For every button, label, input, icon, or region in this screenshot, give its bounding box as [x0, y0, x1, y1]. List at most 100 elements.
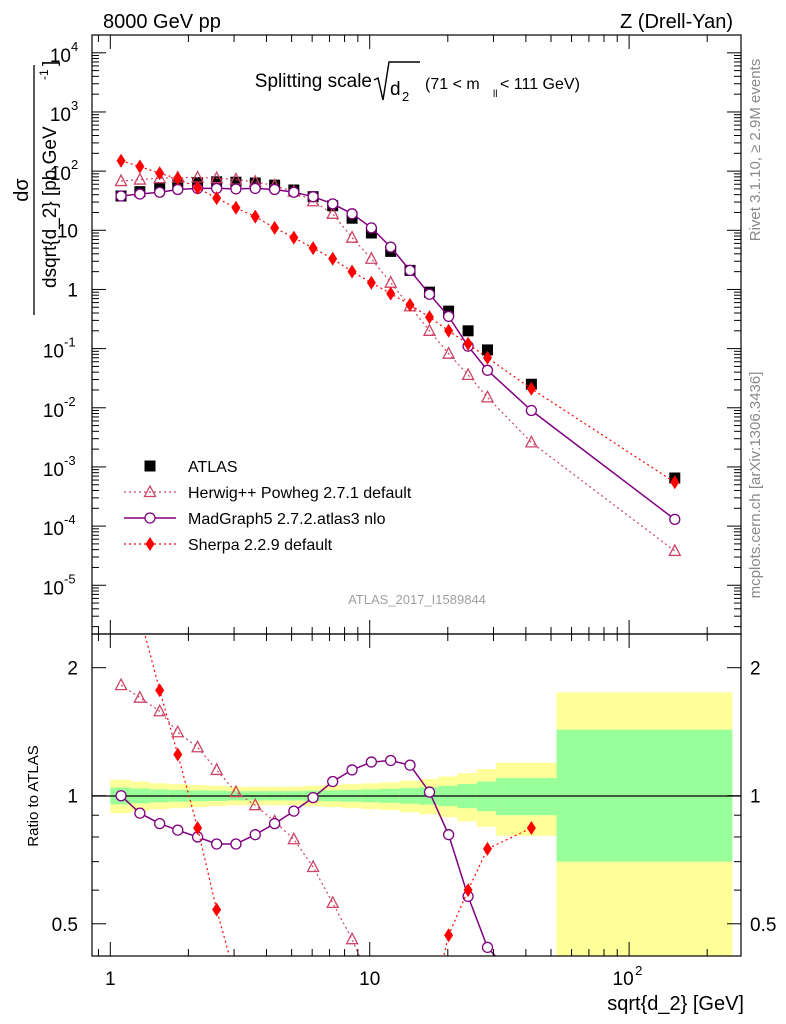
herwig-main-point: [153, 170, 167, 184]
sherpa-main-point: [193, 180, 203, 195]
y-axis-label-main: dσ dsqrt{d_2} [pb,GeV: [11, 65, 61, 315]
madgraph-main-point: [404, 264, 416, 277]
herwig-main-point: [210, 170, 224, 184]
y-tick-label: 10: [43, 401, 64, 422]
analysis-id: ATLAS_2017_I1589844: [348, 592, 486, 607]
madgraph-main-point: [134, 188, 146, 200]
sherpa-ratio-point: [463, 883, 473, 898]
sherpa-main-point: [444, 323, 454, 338]
herwig-ratio-point: [191, 739, 205, 753]
ratio-y-tick-label-right: 2: [750, 659, 761, 680]
y-tick-label-exponent: -2: [64, 394, 76, 409]
y-tick-label-exponent: -1: [64, 335, 76, 350]
madgraph-ratio-point: [268, 817, 281, 830]
atlas-main-point: [462, 325, 474, 337]
sherpa-main-point: [463, 336, 473, 351]
x-tick-label: 10: [359, 969, 380, 990]
ratio-uncertainty-bands: [110, 692, 733, 956]
sherpa-main-point: [135, 159, 145, 174]
y-tick-label: 10: [43, 460, 64, 481]
legend-label: ATLAS: [188, 459, 238, 476]
herwig-main-point: [422, 323, 437, 336]
title-main: Splitting scale: [255, 71, 372, 92]
madgraph-ratio-point: [249, 829, 261, 841]
y-tick-label: 10: [43, 578, 64, 599]
y-axis-label-ratio: Ratio to ATLAS: [25, 745, 42, 846]
y-tick-label-exponent: -5: [64, 571, 76, 586]
title-range: (71 < m: [425, 76, 480, 93]
title-sub: 2: [402, 89, 409, 104]
madgraph-main-point: [327, 198, 339, 210]
sherpa-ratio-point: [155, 683, 165, 698]
sherpa-ratio-line: [443, 827, 532, 956]
madgraph-main-point: [288, 186, 300, 198]
madgraph-main-point: [481, 364, 494, 376]
legend-label: Herwig++ Powheg 2.7.1 default: [188, 485, 412, 502]
sqrt-icon: [373, 61, 420, 101]
sherpa-ratio-point: [526, 820, 536, 835]
y-tick-label: 10: [50, 105, 71, 126]
axis-ticks: [92, 34, 741, 956]
legend-marker: [144, 460, 156, 472]
sherpa-ratio-point: [482, 841, 492, 856]
madgraph-main-point: [442, 310, 455, 323]
madgraph-main-point: [365, 222, 378, 234]
madgraph-ratio-point: [481, 941, 494, 954]
herwig-ratio-point: [153, 703, 167, 717]
legend-label: Sherpa 2.2.9 default: [188, 537, 333, 554]
x-axis-label: sqrt{d_2} [GeV]: [607, 993, 744, 1015]
madgraph-main-point: [423, 288, 436, 300]
ratio-series-group: [114, 634, 536, 986]
sherpa-main-point: [116, 153, 126, 168]
madgraph-ratio-point: [404, 759, 416, 771]
x-tick-label: 10: [613, 969, 634, 990]
madgraph-ratio-point: [503, 965, 513, 975]
madgraph-main-point: [115, 190, 127, 202]
sherpa-ratio-point: [193, 820, 203, 835]
madgraph-main-point: [307, 191, 319, 203]
y-tick-label: 10: [43, 519, 64, 540]
main-series-group: [114, 153, 682, 557]
herwig-ratio-point: [345, 931, 359, 945]
sherpa-main-point: [405, 297, 415, 312]
mcplots-label: mcplots.cern.ch [arXiv:1306.3436]: [747, 372, 764, 599]
sherpa-ratio-line: [144, 634, 231, 956]
herwig-main-point: [114, 173, 128, 187]
header-left: 8000 GeV pp: [103, 11, 221, 33]
herwig-ratio-point: [287, 831, 301, 845]
sherpa-main-point: [270, 220, 280, 235]
y-tick-label: 10: [50, 46, 71, 67]
herwig-main-line: [120, 176, 676, 552]
sherpa-main-line: [120, 160, 676, 483]
madgraph-ratio-point: [154, 817, 166, 830]
sherpa-main-point: [482, 350, 492, 365]
herwig-ratio-point: [229, 784, 243, 798]
sherpa-ratio-point: [231, 972, 240, 986]
atlas-main-point: [211, 176, 223, 188]
sherpa-main-point: [231, 200, 241, 215]
rivet-label: Rivet 3.1.10, ≥ 2.9M events: [747, 59, 764, 242]
sherpa-main-point: [212, 191, 222, 206]
y-tick-label: 10: [50, 164, 71, 185]
ylabel-main-sup: -1: [37, 69, 51, 80]
legend-label: MadGraph5 2.7.2.atlas3 nlo: [188, 511, 386, 528]
madgraph-ratio-point: [385, 754, 397, 767]
madgraph-ratio-point: [423, 786, 436, 798]
herwig-main-point: [384, 275, 398, 288]
sherpa-main-point: [308, 241, 318, 256]
madgraph-ratio-point: [307, 791, 319, 804]
ratio-band-inner: [496, 778, 557, 816]
sherpa-main-point: [289, 230, 299, 245]
madgraph-main-point: [385, 241, 397, 253]
madgraph-main-point: [249, 182, 261, 195]
herwig-main-point: [461, 367, 475, 381]
herwig-main-point: [442, 346, 456, 359]
madgraph-ratio-point: [365, 756, 378, 768]
herwig-ratio-point: [114, 677, 128, 691]
madgraph-ratio-point: [134, 807, 146, 819]
ratio-y-tick-label: 1: [67, 787, 78, 808]
herwig-main-point: [345, 230, 359, 243]
ratio-y-tick-label-right: 1: [750, 787, 761, 808]
ylabel-main-numerator: dσ: [11, 178, 33, 202]
